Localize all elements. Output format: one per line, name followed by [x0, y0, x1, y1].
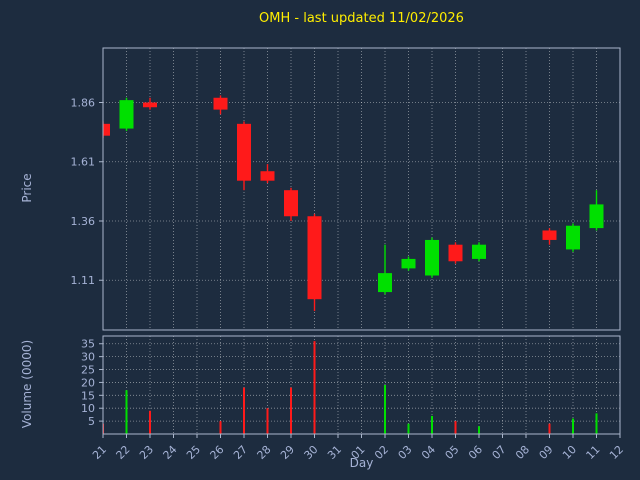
candle-body — [213, 97, 228, 110]
volume-bar — [243, 387, 245, 434]
candles-layer — [103, 95, 604, 312]
volume-tick-label: 15 — [81, 389, 95, 402]
candle-body — [103, 123, 110, 136]
chart-title: OMH - last updated 11/02/2026 — [259, 11, 464, 26]
volume-bar — [431, 415, 433, 434]
candle-body — [260, 171, 275, 181]
volume-bar — [595, 413, 598, 434]
candle-body — [237, 123, 251, 181]
volume-tick-label: 10 — [81, 402, 95, 415]
volume-tick-label: 25 — [81, 364, 95, 377]
volume-bar — [407, 423, 410, 434]
price-tick-label: 1.86 — [71, 97, 96, 110]
candle-body — [425, 239, 439, 276]
volume-bar — [219, 421, 222, 434]
candle-body — [542, 230, 557, 240]
candle-body — [307, 216, 322, 300]
volume-bar — [290, 387, 292, 434]
candle-body — [119, 100, 134, 129]
price-tick-label: 1.61 — [71, 156, 96, 169]
day-axis-label: Day — [349, 456, 374, 470]
candle-body — [448, 244, 463, 262]
volume-axis-label: Volume (0000) — [20, 339, 34, 429]
price-axis-label: Price — [20, 173, 34, 203]
volume-tick-label: 5 — [88, 415, 95, 428]
price-tick-label: 1.11 — [71, 274, 96, 287]
volume-bar — [149, 410, 151, 434]
volume-tick-label: 35 — [81, 338, 95, 351]
candle-body — [589, 204, 604, 229]
candle-body — [143, 102, 157, 108]
volume-bar — [266, 408, 269, 434]
volume-bar — [125, 390, 128, 434]
volume-tick-label: 30 — [81, 351, 95, 364]
candle-body — [566, 225, 580, 250]
volume-layer — [103, 341, 598, 434]
volume-tick-label: 20 — [81, 376, 95, 389]
candle-body — [472, 244, 486, 259]
volume-bar — [478, 426, 480, 434]
candle-body — [284, 190, 298, 217]
volume-bar — [384, 385, 386, 434]
price-panel-border — [102, 47, 621, 331]
volume-bar — [454, 421, 457, 434]
volume-bar — [548, 423, 551, 434]
price-tick-label: 1.36 — [71, 215, 96, 228]
candle-body — [401, 258, 416, 269]
volume-bar — [572, 418, 574, 434]
volume-bar — [313, 341, 316, 434]
candle-body — [378, 273, 392, 293]
